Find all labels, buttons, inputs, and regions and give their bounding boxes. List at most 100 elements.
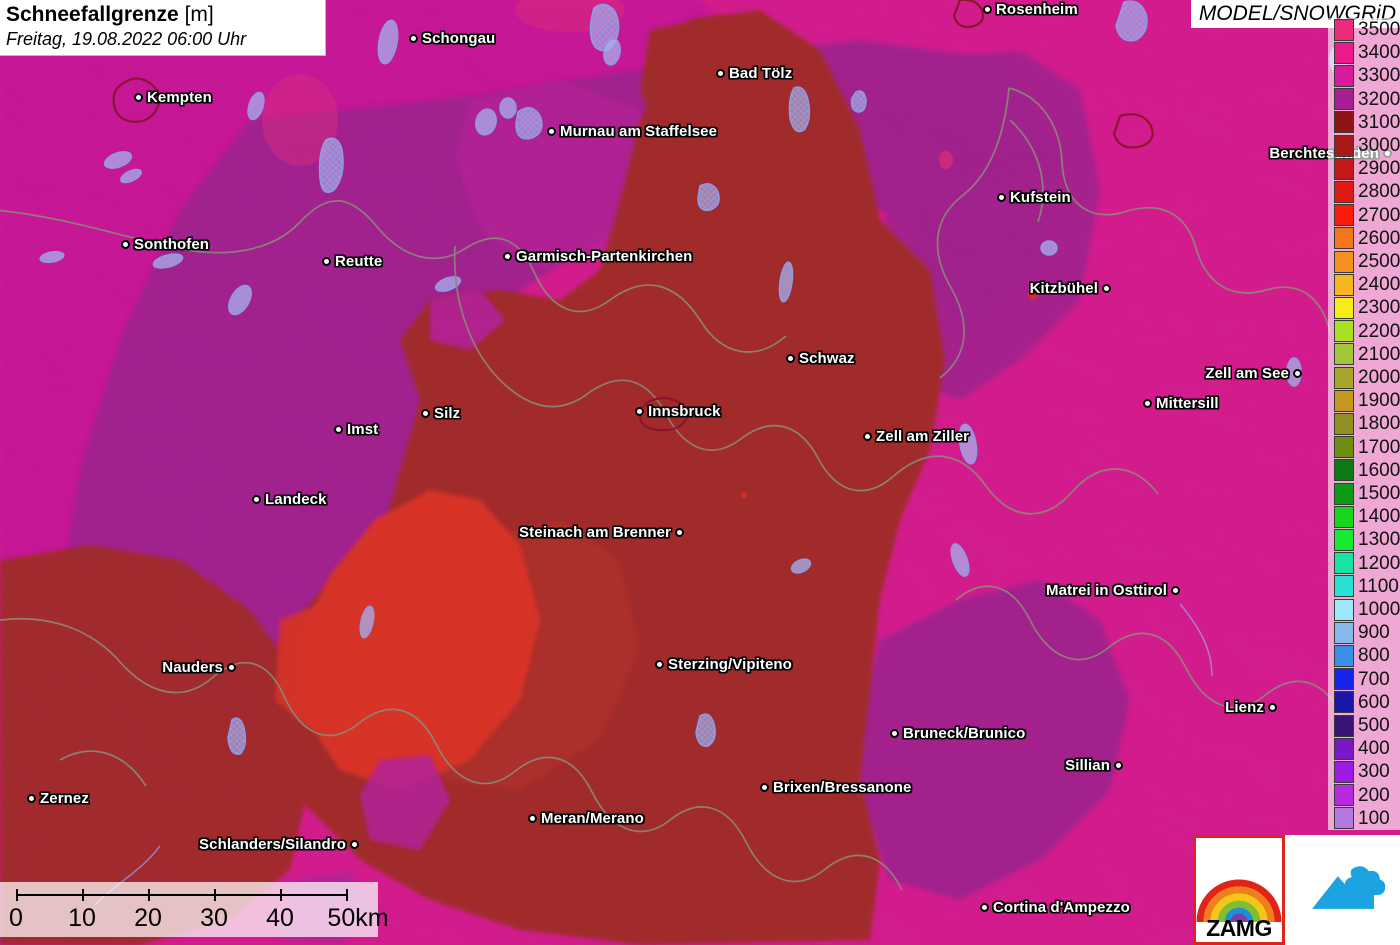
title-parameter: Schneefallgrenze bbox=[6, 3, 179, 26]
legend-row: 1000 bbox=[1334, 598, 1400, 621]
legend-value: 2400 bbox=[1358, 274, 1400, 296]
legend-swatch bbox=[1334, 528, 1354, 551]
legend-row: 800 bbox=[1334, 644, 1400, 667]
legend-swatch bbox=[1334, 111, 1354, 134]
scale-tick-label: 10 bbox=[68, 904, 96, 932]
legend-swatch bbox=[1334, 644, 1354, 667]
legend-row: 2000 bbox=[1334, 366, 1400, 389]
legend-swatch bbox=[1334, 41, 1354, 64]
scale-tick-label: 30 bbox=[200, 904, 228, 932]
legend-row: 1400 bbox=[1334, 505, 1400, 528]
legend-value: 1900 bbox=[1358, 390, 1400, 412]
legend-value: 500 bbox=[1358, 715, 1390, 737]
legend-swatch bbox=[1334, 296, 1354, 319]
legend-value: 2900 bbox=[1358, 158, 1400, 180]
legend-swatch bbox=[1334, 389, 1354, 412]
legend-value: 2300 bbox=[1358, 297, 1400, 319]
scale-bar-line bbox=[16, 894, 346, 896]
scale-tick bbox=[346, 889, 348, 901]
logo-bar: ZAMG bbox=[1193, 835, 1400, 945]
legend-swatch bbox=[1334, 18, 1354, 41]
legend-value: 2500 bbox=[1358, 251, 1400, 273]
lake-features bbox=[227, 0, 1148, 755]
legend-row: 1900 bbox=[1334, 389, 1400, 412]
legend-row: 700 bbox=[1334, 668, 1400, 691]
legend-row: 3300 bbox=[1334, 64, 1400, 87]
legend-value: 2000 bbox=[1358, 367, 1400, 389]
legend-value: 900 bbox=[1358, 622, 1390, 644]
legend-value: 2800 bbox=[1358, 181, 1400, 203]
scale-tick-label: 50km bbox=[327, 904, 389, 932]
legend-swatch bbox=[1334, 668, 1354, 691]
legend-row: 600 bbox=[1334, 691, 1400, 714]
legend-value: 3200 bbox=[1358, 88, 1400, 110]
legend-value: 2600 bbox=[1358, 227, 1400, 249]
legend-value: 1700 bbox=[1358, 436, 1400, 458]
legend-swatch bbox=[1334, 459, 1354, 482]
scale-tick-label: 20 bbox=[134, 904, 162, 932]
legend-swatch bbox=[1334, 552, 1354, 575]
legend-row: 2700 bbox=[1334, 204, 1400, 227]
legend-swatch bbox=[1334, 157, 1354, 180]
legend-row: 1200 bbox=[1334, 552, 1400, 575]
legend-row: 2500 bbox=[1334, 250, 1400, 273]
scale-tick bbox=[82, 889, 84, 901]
legend-swatch bbox=[1334, 204, 1354, 227]
legend-swatch bbox=[1334, 64, 1354, 87]
legend-value: 100 bbox=[1358, 807, 1390, 829]
legend-row: 300 bbox=[1334, 760, 1400, 783]
legend-swatch bbox=[1334, 250, 1354, 273]
legend-value: 3000 bbox=[1358, 135, 1400, 157]
scale-tick bbox=[148, 889, 150, 901]
secondary-logo[interactable] bbox=[1285, 835, 1400, 945]
legend-value: 3400 bbox=[1358, 42, 1400, 64]
legend-swatch bbox=[1334, 134, 1354, 157]
legend-swatch bbox=[1334, 575, 1354, 598]
legend-row: 2100 bbox=[1334, 343, 1400, 366]
legend-swatch bbox=[1334, 273, 1354, 296]
legend-row: 3500 bbox=[1334, 18, 1400, 41]
scale-tick bbox=[214, 889, 216, 901]
legend-row: 1800 bbox=[1334, 412, 1400, 435]
legend-value: 1800 bbox=[1358, 413, 1400, 435]
legend-row: 3000 bbox=[1334, 134, 1400, 157]
scale-tick-label: 40 bbox=[266, 904, 294, 932]
legend-value: 3300 bbox=[1358, 65, 1400, 87]
zamg-logo[interactable]: ZAMG bbox=[1193, 835, 1285, 945]
legend-value: 1400 bbox=[1358, 506, 1400, 528]
legend-row: 2900 bbox=[1334, 157, 1400, 180]
legend-colorbar: 3500 3400 3300 3200 3100 3000 2900 2800 2700 2600… bbox=[1328, 18, 1400, 830]
legend-row: 1100 bbox=[1334, 575, 1400, 598]
scale-tick bbox=[280, 889, 282, 901]
scale-tick bbox=[16, 889, 18, 901]
legend-value: 1100 bbox=[1358, 575, 1399, 597]
legend-swatch bbox=[1334, 737, 1354, 760]
legend-value: 2200 bbox=[1358, 320, 1400, 342]
legend-row: 900 bbox=[1334, 621, 1400, 644]
legend-swatch bbox=[1334, 760, 1354, 783]
legend-row: 500 bbox=[1334, 714, 1400, 737]
legend-value: 1200 bbox=[1358, 552, 1400, 574]
legend-value: 1500 bbox=[1358, 483, 1400, 505]
legend-row: 1700 bbox=[1334, 436, 1400, 459]
legend-value: 3100 bbox=[1358, 111, 1400, 133]
legend-swatch bbox=[1334, 482, 1354, 505]
mountain-cloud-icon bbox=[1311, 866, 1385, 909]
legend-swatch bbox=[1334, 784, 1354, 807]
legend-value: 800 bbox=[1358, 645, 1390, 667]
admin-borders bbox=[0, 87, 1343, 891]
legend-value: 300 bbox=[1358, 761, 1390, 783]
legend-swatch bbox=[1334, 320, 1354, 343]
legend-row: 100 bbox=[1334, 807, 1400, 830]
legend-row: 1500 bbox=[1334, 482, 1400, 505]
legend-swatch bbox=[1334, 343, 1354, 366]
legend-row: 2800 bbox=[1334, 180, 1400, 203]
legend-row: 3200 bbox=[1334, 88, 1400, 111]
legend-swatch bbox=[1334, 621, 1354, 644]
legend-swatch bbox=[1334, 412, 1354, 435]
page-title: Schneefallgrenze [m] bbox=[6, 2, 325, 27]
legend-row: 400 bbox=[1334, 737, 1400, 760]
